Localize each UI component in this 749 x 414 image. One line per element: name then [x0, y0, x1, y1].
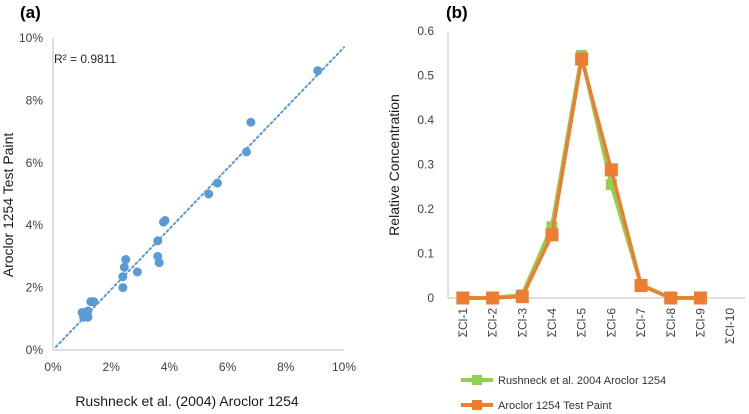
legend-swatch-marker: [472, 400, 482, 410]
data-point: [132, 267, 142, 277]
y-axis-title: Aroclor 1254 Test Paint: [0, 133, 16, 278]
data-point: [246, 117, 256, 127]
y-tick-label: 6%: [26, 156, 44, 170]
series: [457, 49, 706, 304]
y-tick-label: 0.1: [417, 247, 434, 261]
y-tick-label: 8%: [26, 93, 44, 107]
data-point: [212, 178, 222, 188]
data-point: [121, 255, 131, 265]
y-tick-label: 0.4: [417, 113, 434, 127]
series-marker: [545, 228, 559, 242]
x-axis-title: Rushneck et al. (2004) Aroclor 1254: [75, 393, 299, 409]
category-label: ΣCl-7: [634, 308, 648, 338]
scatter-panel: (a) 0% 2% 4% 6% 8% 10% 0% 2% 4% 6% 8% 10% R² = 0.9…: [0, 3, 356, 409]
x-tick-labels: 0% 2% 4% 6% 8% 10%: [44, 360, 356, 374]
panel-label-b: (b): [446, 3, 468, 22]
x-tick-label: 10%: [332, 360, 356, 374]
category-label: ΣCl-9: [693, 308, 707, 338]
category-label: ΣCl-2: [486, 308, 500, 338]
category-label: ΣCl-3: [515, 308, 529, 338]
series-marker: [693, 291, 707, 305]
category-label: ΣCl-6: [604, 308, 618, 338]
series: [456, 52, 707, 305]
legend-label: Rushneck et al. 2004 Aroclor 1254: [498, 375, 666, 387]
series-marker: [605, 179, 617, 191]
data-point: [118, 272, 128, 282]
category-label: ΣCl-8: [664, 308, 678, 338]
y-tick-label: 2%: [26, 281, 44, 295]
y-tick-label: 0.5: [417, 69, 434, 83]
line-panel: (b) ΣCl-1 ΣCl-2 ΣCl-3 ΣCl-4 ΣCl-5 ΣCl-6 ΣCl-7 Σ…: [386, 3, 745, 412]
legend: Rushneck et al. 2004 Aroclor 1254 Aroclor…: [461, 375, 666, 412]
series-marker: [664, 291, 678, 305]
category-label: ΣCl-1: [456, 308, 470, 338]
data-point: [242, 147, 252, 157]
legend-swatch-marker: [472, 375, 482, 385]
data-point: [204, 189, 214, 199]
data-point: [154, 258, 164, 268]
data-point: [313, 66, 323, 76]
data-point: [119, 262, 129, 272]
panel-label-a: (a): [20, 3, 41, 22]
y-axis-title: Relative Concentration: [386, 94, 402, 236]
data-point: [83, 306, 93, 316]
r-squared-annotation: R² = 0.9811: [54, 52, 116, 66]
x-tick-label: 4%: [161, 360, 179, 374]
series-marker: [456, 291, 470, 305]
y-tick-label: 0.6: [417, 24, 434, 38]
y-tick-label: 0: [427, 291, 434, 305]
y-tick-label: 10%: [19, 31, 43, 45]
data-point: [118, 283, 128, 293]
data-point: [89, 297, 99, 307]
data-point: [153, 236, 163, 246]
trendline: [54, 46, 345, 348]
y-tick-label: 0%: [26, 343, 44, 357]
x-tick-label: 0%: [44, 360, 62, 374]
scatter-points: [77, 66, 323, 322]
legend-label: Aroclor 1254 Test Paint: [498, 400, 612, 412]
series-marker: [634, 279, 648, 293]
x-tick-label: 6%: [219, 360, 237, 374]
y-tick-labels: 0% 2% 4% 6% 8% 10%: [19, 31, 43, 357]
x-tick-label: 2%: [103, 360, 121, 374]
x-tick-label: 8%: [277, 360, 295, 374]
y-tick-labels: 0 0.1 0.2 0.3 0.4 0.5 0.6: [417, 24, 434, 305]
series-lines: [456, 49, 707, 305]
y-tick-label: 4%: [26, 218, 44, 232]
category-label: ΣCl-4: [545, 308, 559, 338]
series-line: [462, 57, 701, 300]
series-marker: [604, 163, 618, 177]
legend-item: Rushneck et al. 2004 Aroclor 1254: [461, 375, 666, 387]
series-marker: [515, 290, 529, 304]
y-tick-label: 0.2: [417, 202, 434, 216]
series-line: [462, 53, 701, 300]
y-tick-label: 0.3: [417, 158, 434, 172]
data-point: [160, 216, 170, 226]
category-label: ΣCl-10: [723, 308, 737, 344]
series-marker: [486, 291, 500, 305]
data-point: [83, 312, 93, 322]
legend-item: Aroclor 1254 Test Paint: [461, 400, 612, 412]
category-label: ΣCl-5: [575, 308, 589, 338]
series-marker: [575, 52, 589, 66]
category-labels: ΣCl-1 ΣCl-2 ΣCl-3 ΣCl-4 ΣCl-5 ΣCl-6 ΣCl-7 ΣCl-8…: [456, 308, 737, 344]
